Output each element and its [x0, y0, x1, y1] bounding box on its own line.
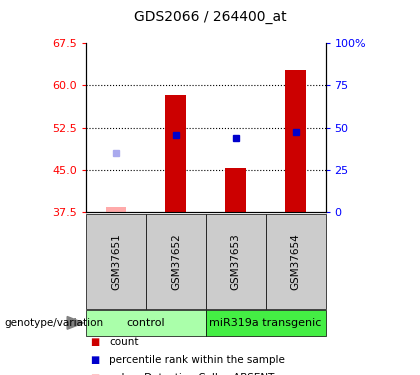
Text: control: control [127, 318, 165, 328]
Bar [265, 214, 326, 309]
Text: percentile rank within the sample: percentile rank within the sample [109, 355, 285, 365]
Bar [225, 168, 246, 212]
Text: ■: ■ [90, 355, 100, 365]
Bar [165, 95, 186, 212]
Text: GSM37651: GSM37651 [111, 233, 121, 290]
Text: ■: ■ [90, 337, 100, 347]
Text: miR319a transgenic: miR319a transgenic [210, 318, 322, 328]
Bar [146, 214, 206, 309]
Polygon shape [67, 316, 84, 329]
Text: GDS2066 / 264400_at: GDS2066 / 264400_at [134, 10, 286, 24]
Bar [86, 214, 146, 309]
Bar [105, 207, 126, 212]
Text: value, Detection Call = ABSENT: value, Detection Call = ABSENT [109, 373, 275, 375]
Text: genotype/variation: genotype/variation [4, 318, 103, 328]
Bar [285, 70, 306, 212]
Text: count: count [109, 337, 139, 347]
Bar [206, 310, 326, 336]
Bar [206, 214, 266, 309]
Bar [86, 310, 206, 336]
Text: ■: ■ [90, 373, 100, 375]
Text: GSM37652: GSM37652 [171, 233, 181, 290]
Text: GSM37653: GSM37653 [231, 233, 241, 290]
Text: GSM37654: GSM37654 [291, 233, 301, 290]
